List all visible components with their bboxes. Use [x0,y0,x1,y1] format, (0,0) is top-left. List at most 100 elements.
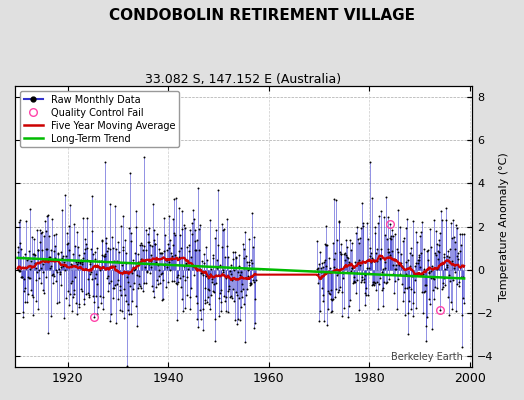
Point [171,252,180,258]
Point [446,246,454,253]
Point [356,262,364,268]
Point [58,207,66,213]
Point [194,184,203,191]
Point [371,280,379,286]
Point [42,246,51,252]
Point [424,257,432,263]
Point [235,295,243,302]
Point [336,251,345,257]
Point [363,264,371,271]
Point [150,241,159,248]
Point [88,276,96,283]
Point [394,249,402,256]
Point [227,276,236,283]
Point [234,268,242,275]
Point [141,260,149,266]
Point [432,241,441,248]
Point [424,296,433,302]
Point [390,278,399,284]
Point [385,249,394,255]
Point [215,313,223,320]
Point [178,207,186,214]
Point [446,220,455,226]
Point [366,253,375,259]
Point [249,234,258,240]
Point [82,241,90,248]
Point [362,292,370,298]
Point [417,272,425,279]
Point [338,288,346,295]
Point [458,312,467,319]
Point [176,205,184,212]
Point [370,230,379,236]
Point [69,290,78,297]
Point [215,295,223,301]
Point [208,279,216,285]
Point [382,280,390,286]
Point [244,266,252,273]
Point [201,300,210,306]
Point [390,256,398,263]
Point [322,242,330,249]
Point [103,245,112,251]
Point [364,292,372,298]
Point [333,237,342,243]
Point [377,246,385,252]
Point [376,256,384,262]
Point [124,278,132,285]
Point [457,242,465,248]
Point [353,224,362,230]
Point [369,278,377,285]
Point [47,263,55,269]
Point [18,254,27,260]
Point [171,232,179,238]
Point [137,240,146,246]
Point [230,297,238,304]
Point [23,257,31,263]
Point [335,286,343,293]
Point [156,250,165,256]
Point [100,253,108,259]
Point [388,227,396,234]
Point [87,268,95,275]
Point [202,244,211,250]
Point [176,231,184,238]
Point [162,256,171,263]
Point [350,278,358,284]
Point [32,276,40,283]
Point [409,300,417,306]
Point [412,229,421,236]
Point [407,245,416,252]
Point [174,279,182,285]
Point [61,192,69,198]
Point [250,325,259,331]
Point [245,259,254,266]
Title: 33.082 S, 147.152 E (Australia): 33.082 S, 147.152 E (Australia) [146,73,342,86]
Point [19,314,27,320]
Point [368,194,376,201]
Point [210,289,218,295]
Point [219,269,227,275]
Point [244,273,253,280]
Point [163,264,171,270]
Point [122,260,130,266]
Point [97,252,106,258]
Point [181,277,190,284]
Point [441,282,449,288]
Point [397,251,405,257]
Point [377,269,386,276]
Point [178,296,186,302]
Point [247,257,255,264]
Point [66,291,74,298]
Point [165,259,173,265]
Point [177,245,185,251]
Point [325,290,334,297]
Point [93,244,102,251]
Point [232,254,241,260]
Point [403,216,411,223]
Point [124,300,132,307]
Point [71,274,79,280]
Point [42,274,51,280]
Point [455,282,463,289]
Point [391,266,399,272]
